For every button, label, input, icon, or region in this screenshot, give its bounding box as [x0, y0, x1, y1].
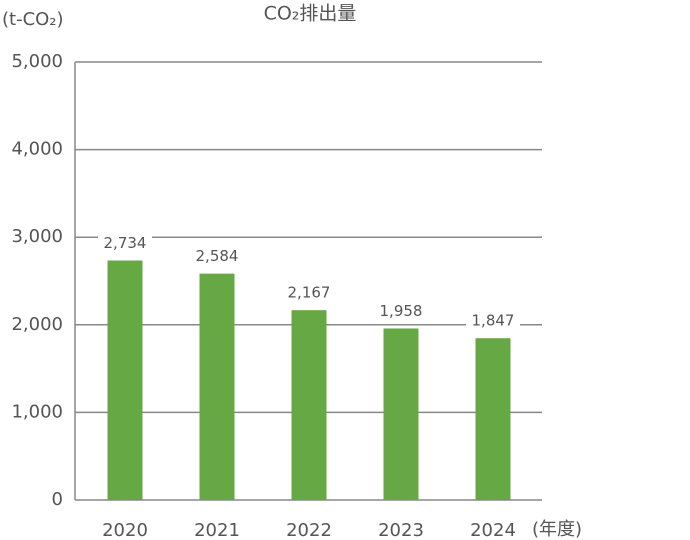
value-label: 2,167 — [288, 284, 331, 302]
bar — [383, 328, 419, 500]
x-tick-label: 2024 — [470, 520, 516, 540]
value-label: 1,847 — [472, 312, 515, 330]
value-label: 2,584 — [196, 247, 239, 265]
value-label-bg — [466, 310, 520, 331]
value-label-bg — [282, 282, 336, 303]
value-label-bg — [374, 300, 428, 321]
x-axis-label: (年度) — [532, 519, 582, 540]
value-label-bg — [190, 245, 244, 266]
bar — [291, 310, 327, 500]
y-tick-label: 5,000 — [11, 51, 63, 72]
y-tick-label: 0 — [52, 489, 63, 510]
value-label-bg — [98, 232, 152, 253]
y-tick-label: 3,000 — [11, 226, 63, 247]
bar — [107, 260, 143, 500]
value-label: 2,734 — [104, 234, 147, 252]
y-axis-label: (t-CO₂) — [2, 9, 64, 30]
y-tick-label: 4,000 — [11, 139, 63, 160]
x-tick-label: 2023 — [378, 520, 424, 540]
value-label: 1,958 — [380, 302, 423, 320]
bar — [475, 338, 511, 500]
y-tick-label: 2,000 — [11, 314, 63, 335]
y-tick-label: 1,000 — [11, 401, 63, 422]
x-tick-label: 2022 — [286, 520, 332, 540]
bar — [199, 273, 235, 500]
x-tick-label: 2021 — [194, 520, 240, 540]
x-tick-label: 2020 — [102, 520, 148, 540]
chart-title: CO₂排出量 — [264, 3, 357, 25]
